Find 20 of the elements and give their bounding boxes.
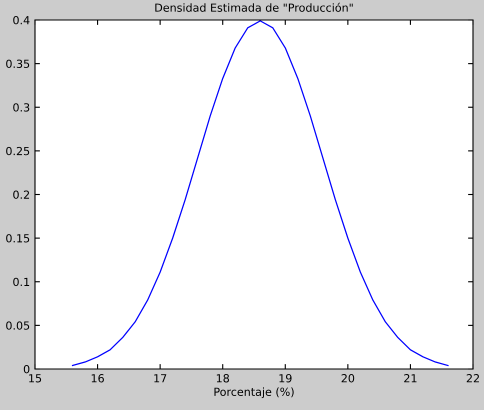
- y-tick-label: 0.15: [6, 234, 30, 243]
- y-tick-label: 0.3: [13, 103, 30, 112]
- x-tick-label: 16: [92, 374, 104, 382]
- x-tick-label: 18: [216, 374, 230, 382]
- y-tick-label: 0.25: [6, 146, 30, 156]
- x-tick-label: 19: [279, 374, 292, 382]
- chart-title: Densidad Estimada de "Producción": [155, 2, 353, 12]
- x-tick-label: 22: [466, 374, 479, 382]
- y-tick-label: 0.1: [13, 278, 30, 286]
- x-tick-label: 17: [154, 374, 166, 382]
- y-tick-label: 0.35: [6, 60, 30, 68]
- y-tick-label: 0: [24, 364, 30, 374]
- x-axis-title: Porcentaje (%): [214, 387, 294, 398]
- y-tick-label: 0.2: [13, 190, 30, 199]
- y-tick-label: 0.4: [13, 16, 30, 24]
- y-tick-label: 0.05: [6, 321, 30, 330]
- x-tick-label: 15: [29, 374, 42, 382]
- x-tick-label: 20: [342, 374, 354, 382]
- line-series: [72, 20, 449, 366]
- x-tick-label: 21: [404, 374, 416, 382]
